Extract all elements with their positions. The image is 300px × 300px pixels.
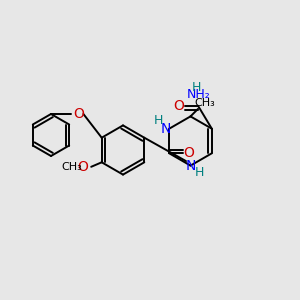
Text: N: N (185, 159, 196, 172)
Text: CH₃: CH₃ (61, 162, 82, 172)
Text: O: O (77, 160, 88, 174)
Text: N: N (160, 122, 171, 136)
Text: H: H (154, 114, 164, 127)
Text: H: H (192, 81, 202, 94)
Text: CH₃: CH₃ (194, 98, 215, 108)
Text: O: O (173, 99, 184, 113)
Text: NH₂: NH₂ (186, 88, 210, 101)
Text: O: O (183, 146, 194, 160)
Text: O: O (74, 107, 84, 121)
Text: H: H (195, 166, 204, 179)
